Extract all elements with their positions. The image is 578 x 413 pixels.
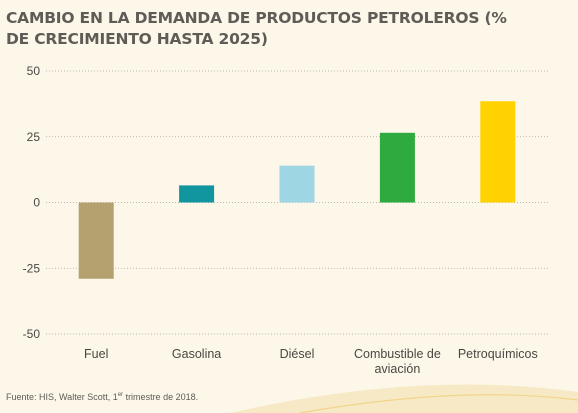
y-tick-label: 0 xyxy=(33,196,40,210)
x-axis-category-labels: Fuel Gasolina Diésel Combustible de aviación… xyxy=(84,347,538,376)
y-tick-label: -25 xyxy=(23,261,41,275)
x-category-label: Petroquímicos xyxy=(458,347,538,361)
x-category-label: Fuel xyxy=(84,347,108,361)
bar xyxy=(78,202,114,279)
bar xyxy=(179,185,215,203)
y-tick-label: 50 xyxy=(27,64,41,78)
x-category-label: Gasolina xyxy=(172,347,221,361)
y-axis-tick-labels: 50 25 0 -25 -50 xyxy=(23,64,41,341)
bars xyxy=(78,101,516,279)
bar xyxy=(379,132,415,203)
chart-title: CAMBIO EN LA DEMANDA DE PRODUCTOS PETROL… xyxy=(6,9,507,48)
source-note: Fuente: HIS, Walter Scott, 1er trimestre… xyxy=(6,392,199,402)
y-tick-label: -50 xyxy=(23,327,41,341)
bar xyxy=(279,165,315,203)
x-category-label: Combustible de aviación xyxy=(354,347,441,376)
x-category-label: Diésel xyxy=(280,347,315,361)
bar xyxy=(480,101,516,203)
y-tick-label: 25 xyxy=(27,130,41,144)
